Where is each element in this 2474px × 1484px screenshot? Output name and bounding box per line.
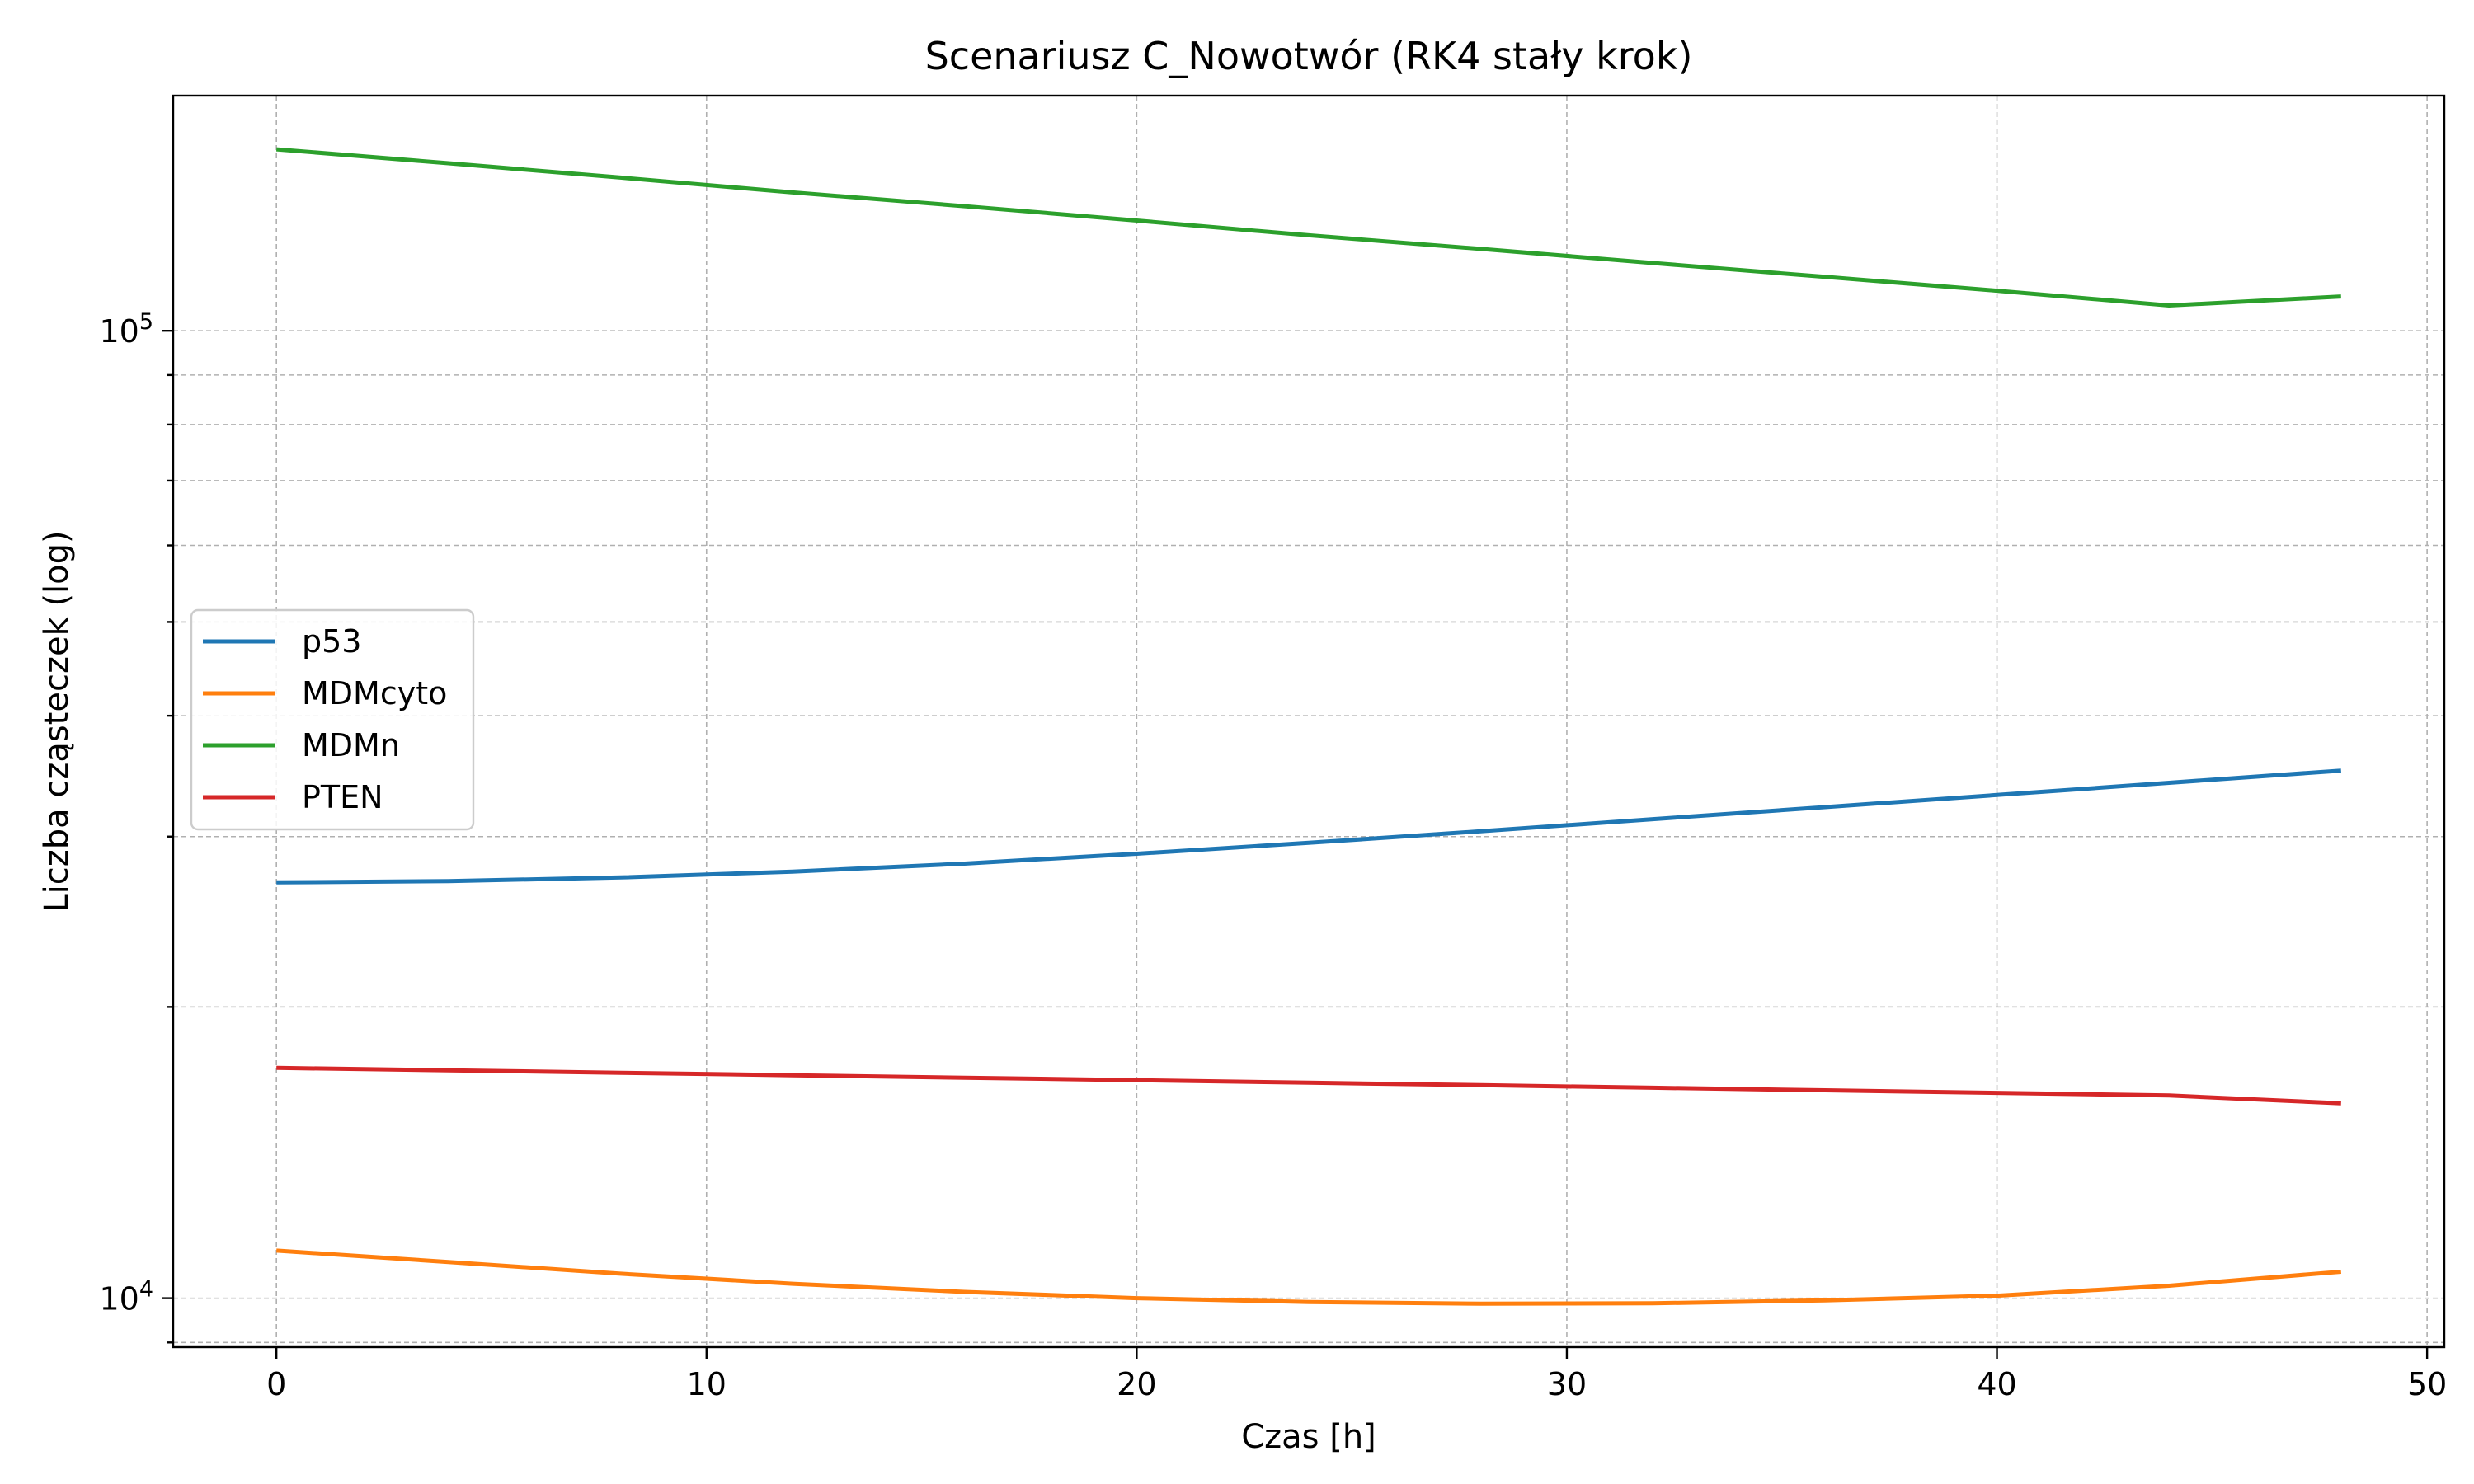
x-tick-label: 30 bbox=[1547, 1366, 1587, 1402]
series-layer bbox=[275, 147, 2342, 1306]
legend-box bbox=[190, 608, 475, 831]
x-axis-title: Czas [h] bbox=[1241, 1418, 1376, 1456]
series-line-pten bbox=[276, 1065, 2341, 1106]
grid-layer bbox=[173, 96, 2444, 1347]
legend: p53 MDMcyto MDMn PTEN bbox=[190, 608, 475, 831]
x-tick-label: 50 bbox=[2407, 1366, 2447, 1402]
y-tick-label: 105 bbox=[99, 309, 153, 350]
plot-frame bbox=[172, 94, 2446, 1349]
x-tick-label: 0 bbox=[266, 1366, 286, 1402]
series-line-mdmcyto bbox=[276, 1248, 2342, 1306]
y-tick-label: 104 bbox=[99, 1277, 153, 1317]
x-tick-label: 40 bbox=[1977, 1366, 2016, 1402]
x-tick-label: 10 bbox=[687, 1366, 727, 1402]
chart-title: Scenariusz C_Nowotwór (RK4 stały krok) bbox=[925, 34, 1693, 78]
y-axis-ticks: 104 105 bbox=[99, 309, 173, 1344]
series-line-mdmn bbox=[275, 147, 2341, 308]
legend-label-mdmcyto: MDMcyto bbox=[302, 675, 447, 711]
legend-label-pten: PTEN bbox=[302, 779, 383, 815]
legend-label-mdmn: MDMn bbox=[302, 727, 400, 763]
legend-label-p53: p53 bbox=[302, 623, 361, 660]
x-axis-ticks: 0 10 20 30 40 50 bbox=[266, 1347, 2447, 1402]
series-line-p53 bbox=[276, 768, 2341, 885]
x-tick-label: 20 bbox=[1117, 1366, 1156, 1402]
y-axis-title: Liczba cząsteczek (log) bbox=[38, 530, 76, 912]
